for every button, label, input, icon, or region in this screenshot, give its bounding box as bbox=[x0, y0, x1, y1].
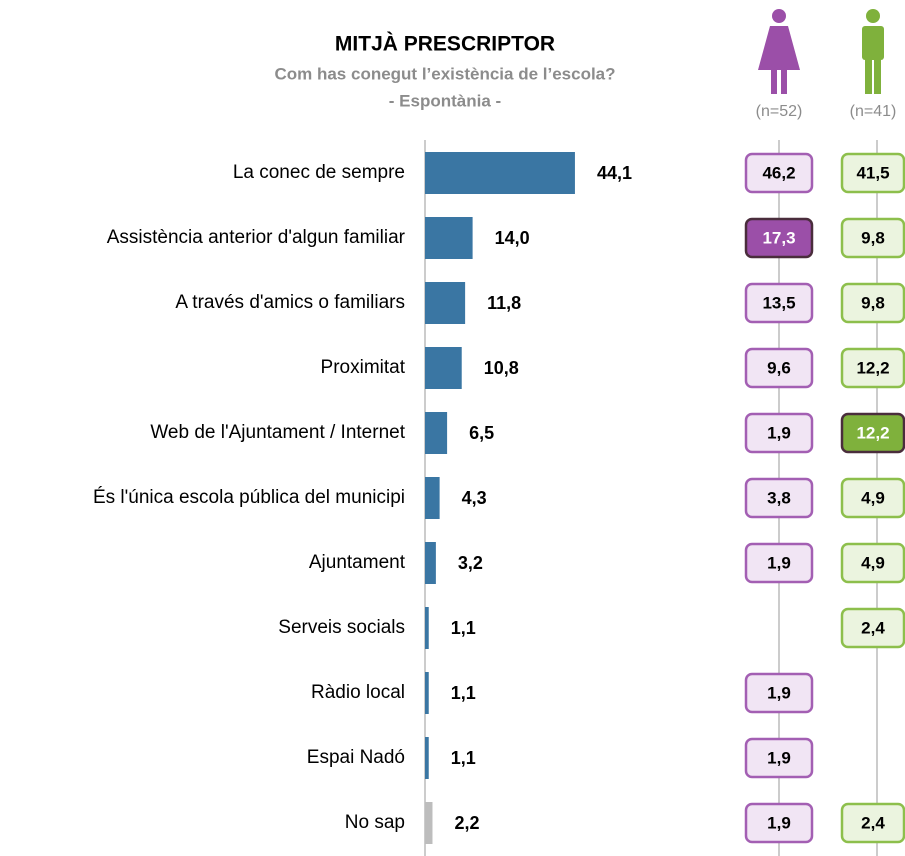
female-icon bbox=[758, 9, 800, 94]
value-label: 44,1 bbox=[597, 163, 632, 183]
value-box bbox=[840, 347, 905, 389]
category-label: Proximitat bbox=[321, 357, 406, 378]
subtitle: - Espontània - bbox=[389, 91, 501, 110]
bar bbox=[425, 542, 436, 584]
box-label: 13,5 bbox=[762, 293, 795, 312]
box-label: 3,8 bbox=[767, 488, 791, 507]
value-label: 14,0 bbox=[495, 228, 530, 248]
value-box bbox=[744, 672, 814, 714]
value-box bbox=[744, 347, 814, 389]
value-box bbox=[840, 282, 905, 324]
bar bbox=[425, 217, 473, 259]
box-label: 4,9 bbox=[861, 553, 885, 572]
category-label: Serveis socials bbox=[278, 617, 405, 638]
category-label: Espai Nadó bbox=[307, 747, 405, 768]
value-box bbox=[840, 542, 905, 584]
value-label: 1,1 bbox=[451, 618, 476, 638]
value-label: 6,5 bbox=[469, 423, 494, 443]
value-label: 1,1 bbox=[451, 748, 476, 768]
value-label: 1,1 bbox=[451, 683, 476, 703]
box-label: 12,2 bbox=[856, 423, 889, 442]
bar bbox=[425, 802, 433, 844]
value-label: 10,8 bbox=[484, 358, 519, 378]
bar bbox=[425, 412, 448, 454]
bar bbox=[425, 672, 429, 714]
category-label: No sap bbox=[345, 812, 405, 833]
box-label: 2,4 bbox=[861, 618, 885, 637]
value-box bbox=[840, 802, 905, 844]
value-box bbox=[840, 477, 905, 519]
category-label: És l'única escola pública del municipi bbox=[93, 487, 405, 508]
box-label: 9,6 bbox=[767, 358, 791, 377]
value-label: 2,2 bbox=[454, 813, 479, 833]
value-box bbox=[744, 802, 814, 844]
category-label: Web de l'Ajuntament / Internet bbox=[150, 422, 405, 443]
bar bbox=[425, 347, 462, 389]
box-label: 17,3 bbox=[762, 228, 795, 247]
category-label: Assistència anterior d'algun familiar bbox=[107, 227, 406, 248]
box-label: 12,2 bbox=[856, 358, 889, 377]
category-label: Ajuntament bbox=[309, 552, 406, 573]
value-box bbox=[840, 152, 905, 194]
value-box bbox=[744, 542, 814, 584]
value-box bbox=[744, 217, 814, 259]
box-label: 46,2 bbox=[762, 163, 795, 182]
chart-title: MITJÀ PRESCRIPTOR bbox=[335, 33, 555, 56]
group-label: (n=52) bbox=[756, 103, 803, 120]
bar bbox=[425, 607, 429, 649]
box-label: 1,9 bbox=[767, 423, 791, 442]
male-icon bbox=[862, 9, 884, 94]
category-label: La conec de sempre bbox=[233, 162, 405, 183]
box-label: 1,9 bbox=[767, 748, 791, 767]
box-label: 1,9 bbox=[767, 553, 791, 572]
bar bbox=[425, 152, 575, 194]
value-box bbox=[744, 282, 814, 324]
value-box bbox=[840, 217, 905, 259]
category-label: A través d'amics o familiars bbox=[175, 292, 405, 313]
box-label: 4,9 bbox=[861, 488, 885, 507]
value-box bbox=[744, 412, 814, 454]
value-label: 3,2 bbox=[458, 553, 483, 573]
value-box bbox=[744, 152, 814, 194]
group-label: (n=41) bbox=[850, 103, 897, 120]
value-box bbox=[744, 477, 814, 519]
box-label: 1,9 bbox=[767, 683, 791, 702]
value-box bbox=[744, 737, 814, 779]
box-label: 41,5 bbox=[856, 163, 889, 182]
bar bbox=[425, 737, 429, 779]
subtitle: Com has conegut l’existència de l’escola… bbox=[274, 64, 615, 83]
category-label: Ràdio local bbox=[311, 682, 405, 703]
box-label: 9,8 bbox=[861, 228, 885, 247]
value-label: 4,3 bbox=[462, 488, 487, 508]
value-box bbox=[840, 607, 905, 649]
bar bbox=[425, 477, 440, 519]
box-label: 9,8 bbox=[861, 293, 885, 312]
box-label: 2,4 bbox=[861, 813, 885, 832]
value-box bbox=[840, 412, 905, 454]
box-label: 1,9 bbox=[767, 813, 791, 832]
bar bbox=[425, 282, 466, 324]
value-label: 11,8 bbox=[487, 293, 521, 313]
